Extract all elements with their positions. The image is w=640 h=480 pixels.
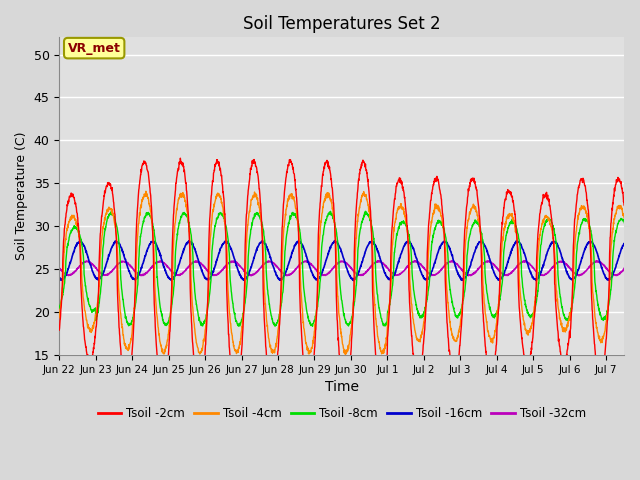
Legend: Tsoil -2cm, Tsoil -4cm, Tsoil -8cm, Tsoil -16cm, Tsoil -32cm: Tsoil -2cm, Tsoil -4cm, Tsoil -8cm, Tsoi… xyxy=(93,402,591,425)
Title: Soil Temperatures Set 2: Soil Temperatures Set 2 xyxy=(243,15,440,33)
Y-axis label: Soil Temperature (C): Soil Temperature (C) xyxy=(15,132,28,261)
X-axis label: Time: Time xyxy=(324,380,359,394)
Text: VR_met: VR_met xyxy=(68,42,120,55)
